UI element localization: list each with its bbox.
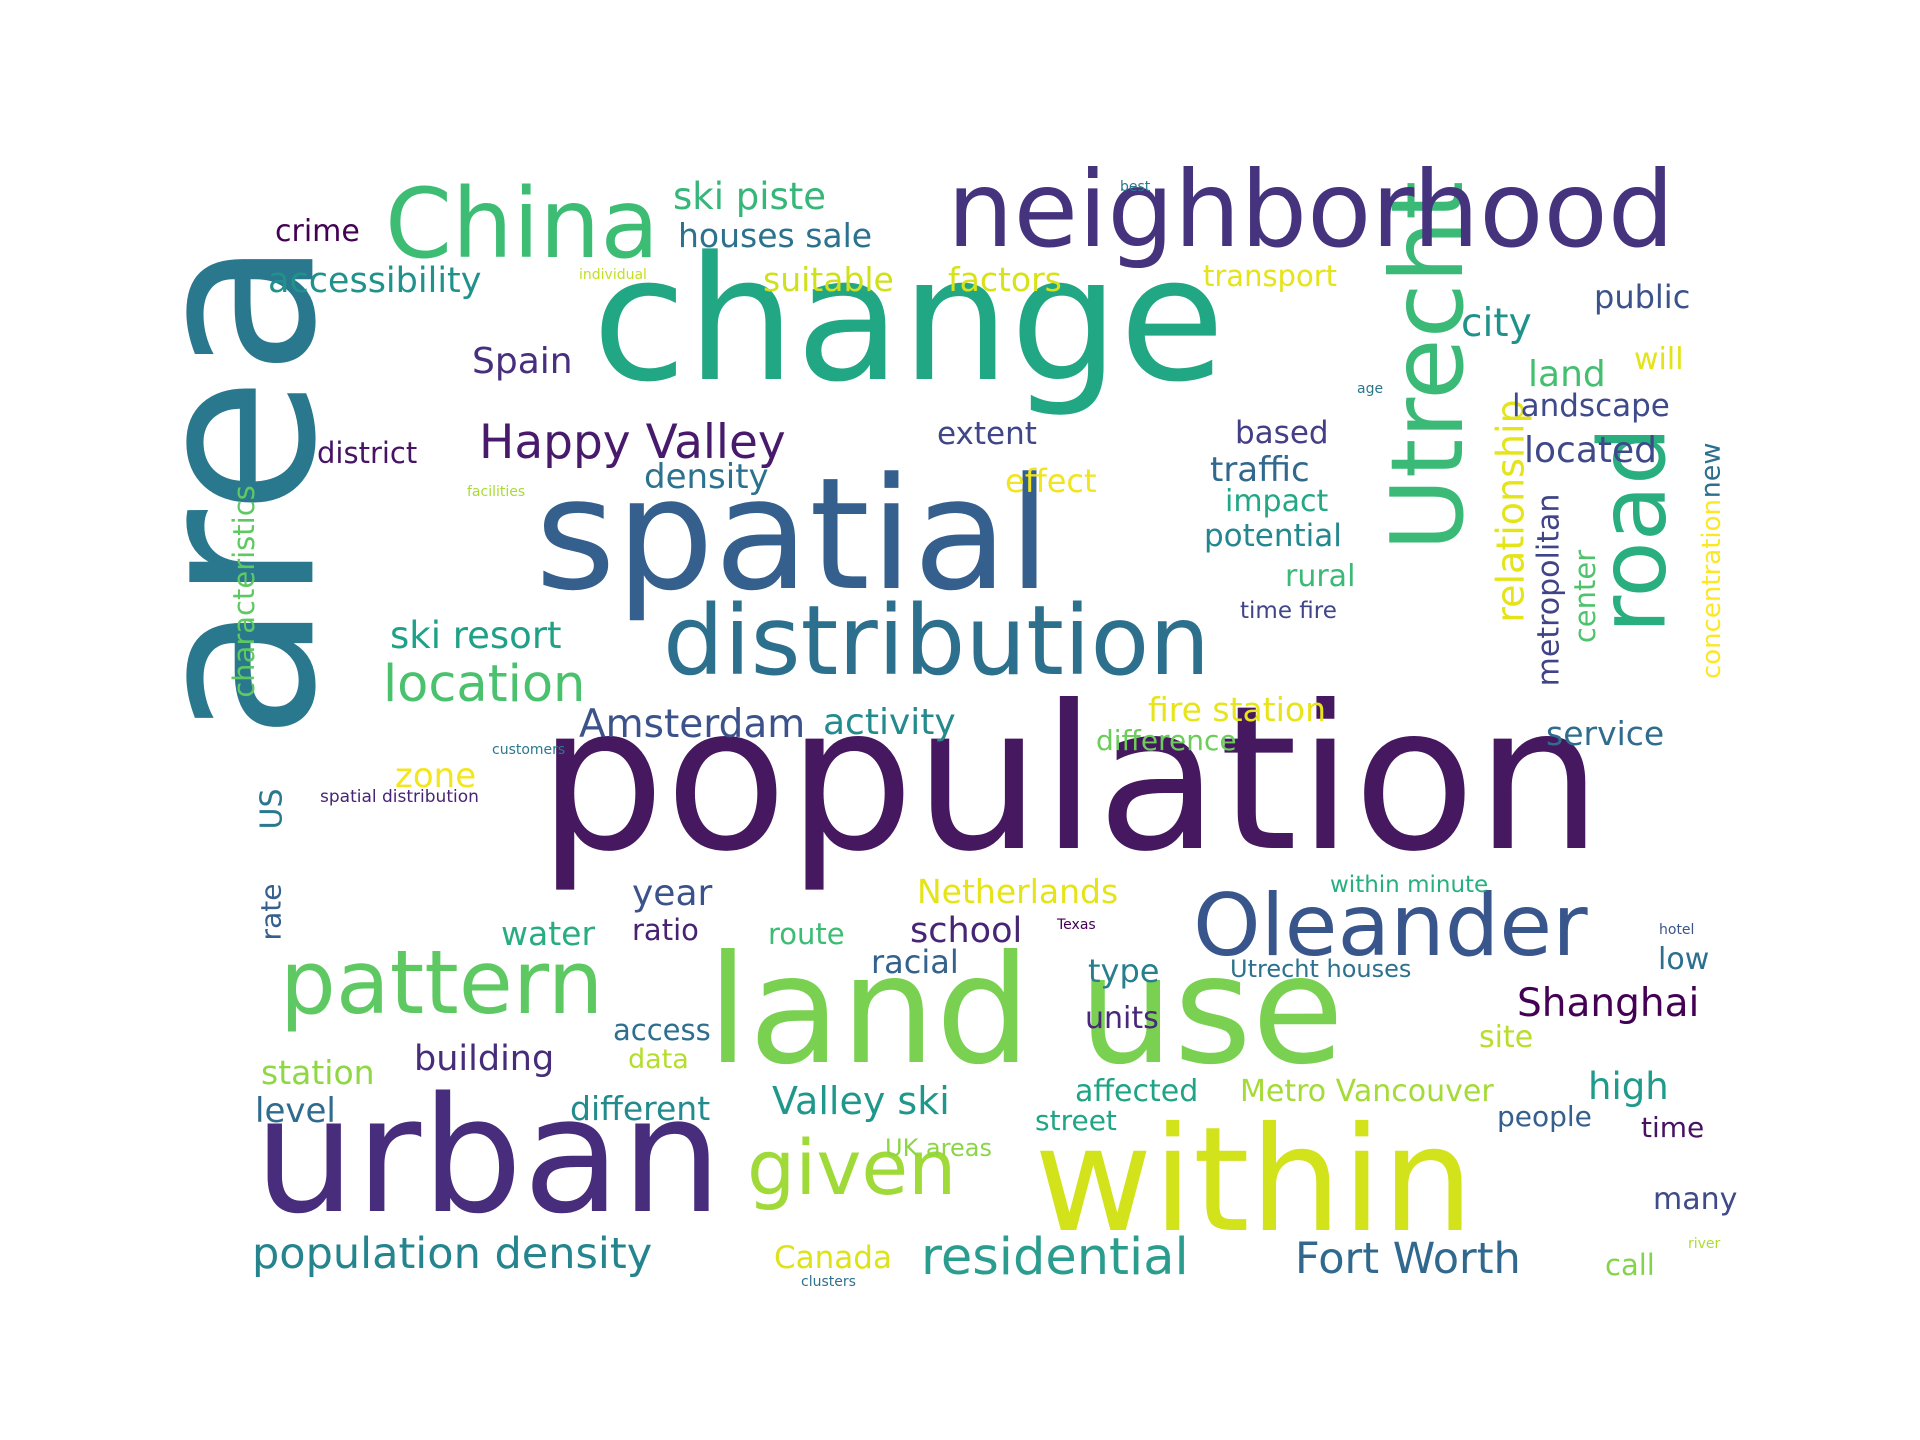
word-amsterdam: Amsterdam: [579, 702, 806, 747]
word-station: station: [261, 1053, 375, 1092]
word-will: will: [1634, 342, 1684, 377]
word-potential: potential: [1204, 518, 1342, 554]
word-shanghai: Shanghai: [1517, 981, 1700, 1026]
word-ski-piste: ski piste: [673, 175, 827, 218]
word-crime: crime: [275, 214, 360, 249]
word-metropolitan: metropolitan: [1531, 493, 1567, 687]
word-city: city: [1461, 301, 1532, 346]
word-spatial: spatial: [535, 444, 1052, 625]
word-service: service: [1546, 714, 1665, 753]
word-within: within: [1034, 1096, 1474, 1265]
word-high: high: [1588, 1065, 1669, 1108]
word-location: location: [383, 655, 586, 714]
word-different: different: [570, 1089, 711, 1128]
word-landscape: landscape: [1512, 388, 1670, 424]
word-racial: racial: [871, 943, 959, 981]
word-happy-valley: Happy Valley: [479, 415, 786, 470]
word-ratio: ratio: [632, 913, 699, 947]
word-oleander: Oleander: [1193, 876, 1588, 976]
word-uk-areas: UK areas: [885, 1134, 992, 1162]
word-characteristics: characteristics: [226, 485, 261, 698]
word-fire-station: fire station: [1148, 690, 1326, 729]
word-building: building: [414, 1039, 555, 1079]
word-texas: Texas: [1057, 917, 1096, 933]
word-zone: zone: [395, 756, 477, 796]
word-given: given: [747, 1123, 957, 1212]
word-suitable: suitable: [763, 260, 894, 299]
word-data: data: [628, 1044, 689, 1075]
word-best: best: [1120, 179, 1151, 195]
word-netherlands: Netherlands: [917, 872, 1119, 911]
word-customers: customers: [492, 742, 566, 758]
word-rural: rural: [1285, 559, 1356, 594]
word-based: based: [1235, 415, 1329, 451]
word-river: river: [1688, 1236, 1721, 1252]
word-neighborhood: neighborhood: [947, 149, 1675, 271]
word-district: district: [317, 436, 418, 470]
word-year: year: [632, 873, 713, 914]
word-density: density: [644, 457, 769, 497]
word-affected: affected: [1075, 1074, 1199, 1109]
word-utrecht-houses: Utrecht houses: [1230, 955, 1412, 983]
word-new: new: [1695, 442, 1727, 499]
word-urban: urban: [254, 1062, 723, 1249]
word-ski-resort: ski resort: [390, 614, 562, 657]
word-difference: difference: [1096, 724, 1237, 757]
word-land-use: land use: [707, 924, 1345, 1098]
word-time-fire: time fire: [1240, 598, 1337, 624]
word-houses-sale: houses sale: [678, 216, 873, 255]
word-water: water: [501, 914, 596, 953]
word-transport: transport: [1203, 259, 1337, 293]
word-low: low: [1658, 942, 1710, 977]
word-activity: activity: [823, 702, 956, 743]
word-spatial-distribution: spatial distribution: [320, 787, 479, 807]
word-type: type: [1088, 952, 1160, 990]
word-school: school: [910, 911, 1023, 951]
word-level: level: [255, 1091, 336, 1131]
word-population-density: population density: [252, 1229, 653, 1279]
word-many: many: [1653, 1182, 1738, 1217]
word-impact: impact: [1225, 484, 1329, 519]
word-us: US: [254, 788, 290, 830]
word-effect: effect: [1005, 462, 1097, 500]
word-clusters: clusters: [801, 1274, 856, 1290]
word-facilities: facilities: [467, 484, 526, 500]
word-center: center: [1568, 549, 1603, 644]
word-street: street: [1035, 1104, 1117, 1137]
word-distribution: distribution: [663, 585, 1211, 697]
word-population: population: [538, 663, 1603, 896]
word-public: public: [1594, 278, 1691, 316]
word-change: change: [592, 219, 1225, 420]
word-land: land: [1528, 354, 1606, 395]
word-residential: residential: [921, 1228, 1189, 1287]
word-traffic: traffic: [1210, 450, 1310, 490]
word-time: time: [1641, 1111, 1705, 1144]
word-people: people: [1497, 1100, 1592, 1133]
word-spain: Spain: [472, 341, 573, 382]
word-within-minute: within minute: [1330, 872, 1489, 898]
word-extent: extent: [937, 416, 1037, 452]
word-pattern: pattern: [280, 931, 604, 1034]
word-located: located: [1524, 430, 1657, 471]
word-valley-ski: Valley ski: [772, 1079, 950, 1123]
word-accessibility: accessibility: [268, 261, 482, 301]
word-concentration: concentration: [1697, 498, 1728, 680]
word-call: call: [1605, 1248, 1655, 1282]
word-canada: Canada: [774, 1240, 892, 1276]
word-access: access: [613, 1013, 711, 1047]
word-factors: factors: [948, 260, 1062, 299]
word-metro-vancouver: Metro Vancouver: [1240, 1074, 1494, 1109]
word-individual: individual: [579, 267, 647, 283]
word-site: site: [1479, 1020, 1534, 1055]
word-hotel: hotel: [1659, 922, 1695, 938]
word-units: units: [1085, 1001, 1159, 1036]
word-age: age: [1357, 381, 1384, 397]
word-china: China: [385, 168, 660, 280]
word-route: route: [768, 917, 845, 951]
word-fort-worth: Fort Worth: [1295, 1234, 1521, 1284]
